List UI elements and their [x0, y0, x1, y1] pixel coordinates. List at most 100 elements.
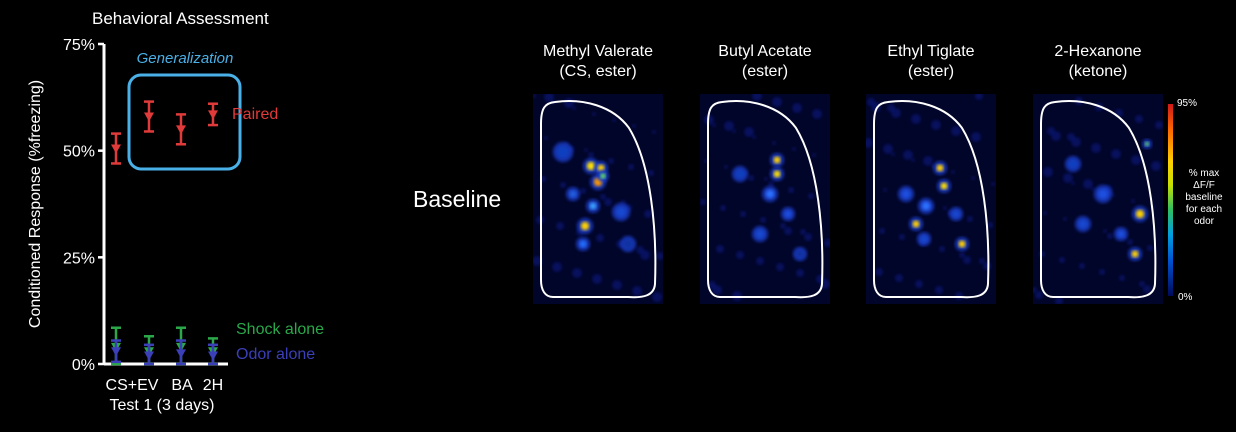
activity-spot [557, 146, 569, 158]
y-tick-label: 25% [63, 250, 95, 267]
activity-spot [1117, 230, 1125, 238]
generalization-label: Generalization [137, 50, 234, 67]
background-speckle [544, 94, 554, 102]
background-speckle [963, 256, 971, 264]
background-speckle [1155, 121, 1163, 129]
background-speckle [971, 176, 975, 180]
background-speckle [792, 103, 802, 113]
behavior-chart: Behavioral Assessment 0% 25% 50% 75% Conditi… [27, 9, 324, 414]
background-speckle [644, 210, 652, 218]
y-tick-label: 75% [63, 37, 95, 54]
background-speckle [991, 182, 995, 186]
background-speckle [592, 274, 602, 284]
background-speckle [720, 205, 726, 211]
background-speckle [572, 268, 582, 278]
background-speckle [1091, 187, 1095, 191]
heatmap-panel [866, 94, 996, 304]
background-speckle [951, 126, 961, 136]
activity-spot [920, 235, 928, 243]
background-speckle [788, 187, 794, 193]
y-tick-label: 0% [72, 357, 95, 374]
background-speckle [588, 152, 594, 158]
background-speckle [1067, 133, 1075, 141]
background-speckle [772, 97, 782, 107]
data-point [111, 144, 121, 154]
background-speckle [1071, 181, 1075, 185]
background-speckle [760, 217, 766, 223]
activity-spot [580, 221, 590, 231]
background-speckle [596, 234, 604, 242]
panel-title-line2: (ester) [741, 63, 789, 80]
activity-spot [958, 240, 966, 248]
background-speckle [915, 280, 923, 288]
activity-spot [773, 170, 781, 178]
background-speckle [1035, 291, 1043, 299]
y-tick-label: 50% [63, 144, 95, 161]
background-speckle [744, 127, 754, 137]
background-speckle [923, 156, 933, 166]
activity-spot [1144, 141, 1150, 147]
background-speckle [866, 138, 873, 148]
data-point [111, 347, 121, 357]
bulb-outline [540, 100, 657, 299]
background-speckle [1099, 269, 1105, 275]
x-tick-label: CS+EV [106, 377, 159, 394]
background-speckle [911, 158, 915, 162]
background-speckle [656, 252, 663, 260]
background-speckle [652, 292, 662, 302]
activity-spot [623, 239, 633, 249]
background-speckle [824, 239, 830, 247]
panel-title: Methyl Valerate (CS, ester) [523, 42, 673, 82]
background-speckle [560, 182, 566, 188]
background-speckle [632, 124, 636, 128]
data-point [208, 351, 218, 361]
background-speckle [1043, 167, 1053, 177]
activity-spot [597, 164, 605, 172]
baseline-row-label: Baseline [413, 186, 502, 212]
background-speckle [768, 181, 774, 187]
background-speckle [533, 256, 542, 266]
background-speckle [935, 286, 943, 294]
panel-title-line1: Butyl Acetate [718, 43, 812, 60]
background-speckle [572, 106, 576, 110]
background-speckle [939, 246, 945, 252]
activity-spot [921, 201, 931, 211]
panel-title: Butyl Acetate (ester) [690, 42, 840, 82]
heatmap-panel [700, 94, 830, 304]
series-shock-alone [111, 326, 218, 366]
colorbar-desc-line: baseline [1185, 192, 1223, 203]
panel-title-line1: Methyl Valerate [543, 43, 653, 60]
activity-spot [901, 189, 911, 199]
series-odor-alone [111, 339, 218, 366]
panel-title: Ethyl Tiglate (ester) [856, 42, 1006, 82]
colorbar-desc-line: odor [1193, 216, 1214, 227]
background-speckle [608, 158, 614, 164]
background-speckle [1111, 149, 1121, 159]
background-speckle [564, 98, 574, 108]
activity-spot [735, 169, 745, 179]
activity-spot [579, 240, 587, 248]
background-speckle [776, 263, 784, 271]
series-paired [111, 100, 218, 165]
background-speckle [648, 170, 654, 176]
background-speckle [1127, 239, 1133, 245]
background-speckle [883, 188, 887, 192]
background-speckle [1033, 287, 1037, 293]
heatmap-panel [533, 94, 663, 304]
data-point [144, 112, 154, 122]
background-speckle [895, 274, 903, 282]
background-speckle [967, 216, 973, 222]
background-speckle [556, 222, 564, 230]
background-speckle [592, 112, 596, 116]
chart-axes: 0% 25% 50% 75% Conditioned Response (%freezi… [27, 37, 228, 414]
activity-spot [569, 190, 577, 198]
background-speckle [1083, 179, 1093, 189]
background-speckle [612, 280, 622, 290]
background-speckle [1079, 263, 1085, 269]
background-speckle [792, 147, 796, 151]
background-speckle [1063, 173, 1073, 183]
background-speckle [784, 227, 792, 235]
background-speckle [899, 234, 905, 240]
background-speckle [796, 269, 804, 277]
background-speckle [1131, 199, 1135, 203]
